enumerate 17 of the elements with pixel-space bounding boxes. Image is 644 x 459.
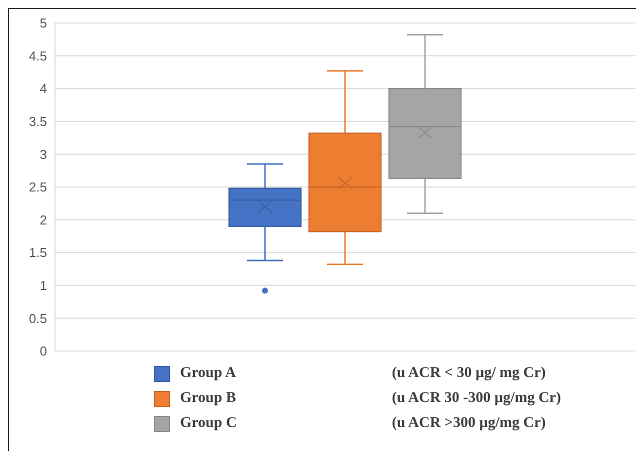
y-tick-label: 5 [40,16,47,31]
y-tick-label: 0.5 [28,310,47,326]
legend-label: Group C [179,415,238,432]
y-tick-label: 3 [40,146,47,162]
text: (u ACR 30 -300 µg/mg Cr) [392,390,562,407]
y-tick-label: 2.5 [28,180,47,195]
y-tick-label: 4.5 [28,48,47,64]
y-tick-label: 2 [40,212,47,228]
legend-label: Group B [179,390,237,407]
text: (u ACR >300 µg/mg Cr) [392,415,547,432]
y-tick-label: 1.5 [28,245,47,260]
y-tick-label: 1 [40,278,47,294]
legend-label: Group A [179,365,237,382]
text: (u ACR < 30 µg/ mg Cr) [392,365,547,382]
y-tick-label: 4 [40,81,47,96]
y-tick-label: 3.5 [28,114,47,130]
y-tick-label: 0 [40,344,47,359]
